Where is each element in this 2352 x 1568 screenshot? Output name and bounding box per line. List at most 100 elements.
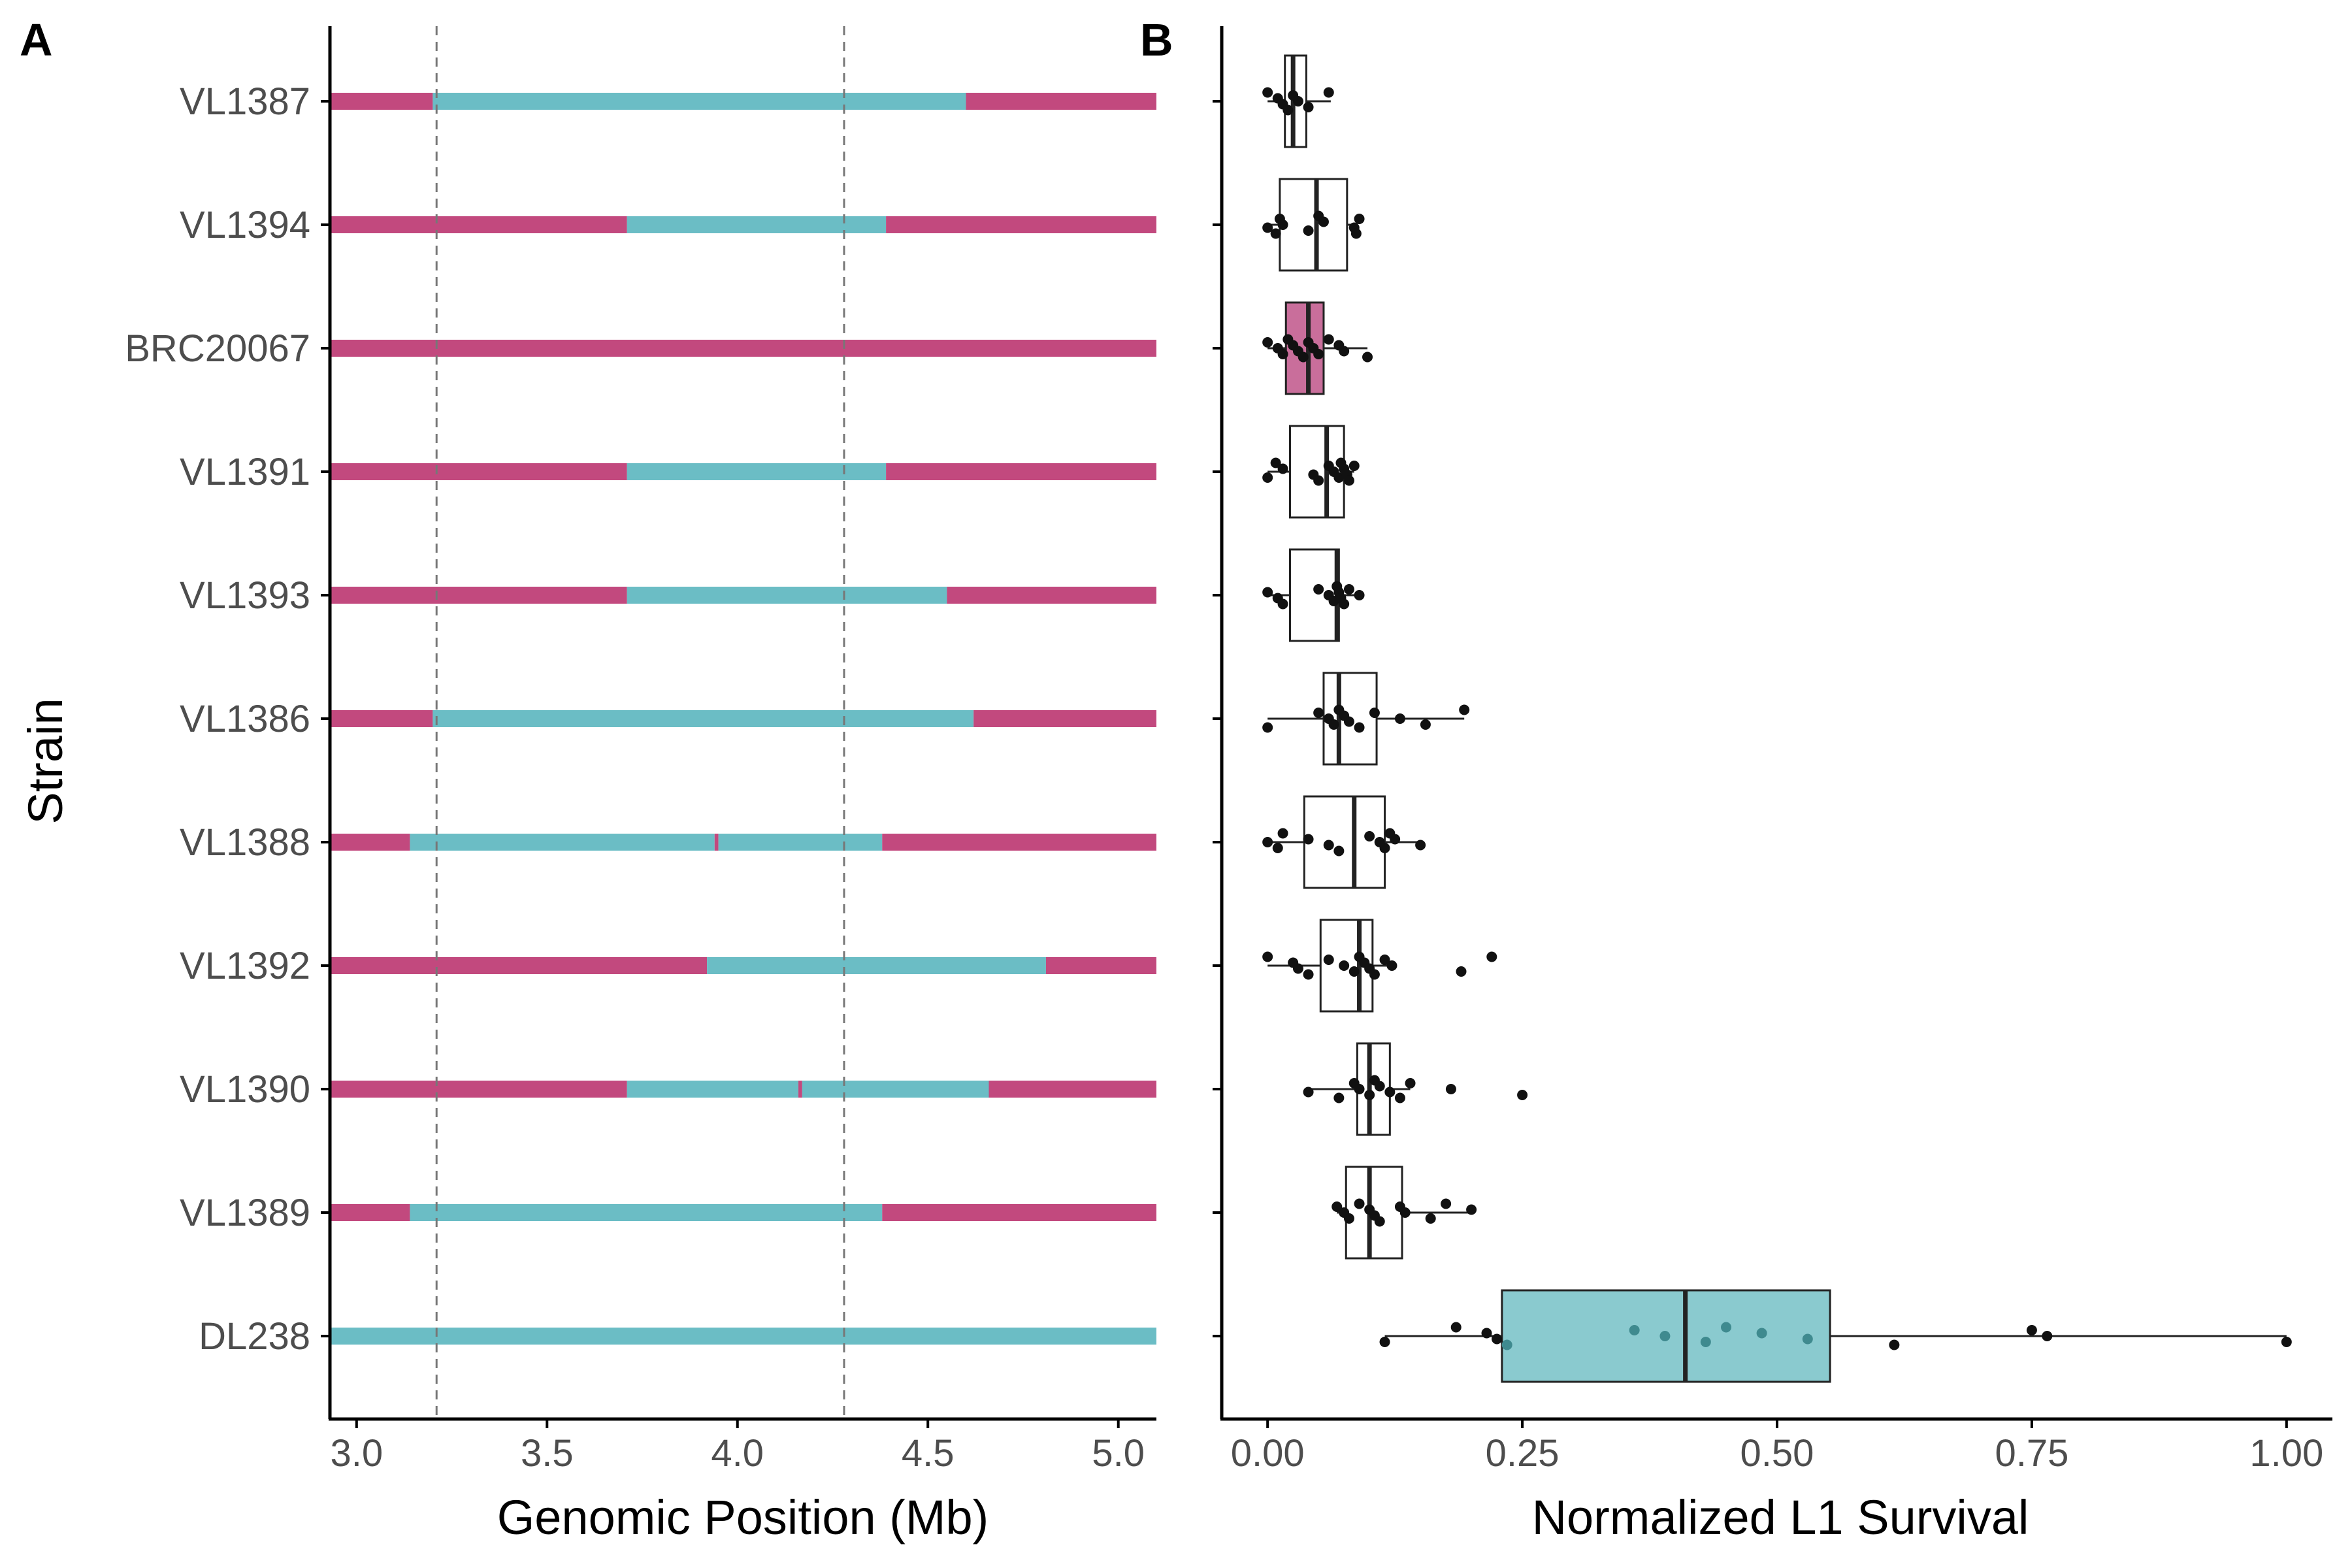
point-vl1391-1: [1270, 457, 1281, 468]
point-vl1392-3: [1303, 969, 1314, 980]
panel-a-genotype-chart: A 3.0 3.5 4.0 4.5 5.0 VL1387 VL1394 BRC20067 VL1…: [18, 14, 1156, 1544]
segment-brc20067-0: [330, 340, 1156, 357]
point-vl1390-8: [1394, 1092, 1405, 1103]
point-dl238-13: [2042, 1331, 2053, 1341]
boxplot-brc20067: [1262, 301, 1373, 395]
segment-dl238-0: [330, 1328, 1156, 1345]
point-vl1389-11: [1466, 1204, 1477, 1215]
panel-b-x-tick-label-4: 1.00: [2249, 1432, 2323, 1475]
point-vl1388-2: [1277, 828, 1288, 839]
point-vl1390-7: [1384, 1086, 1396, 1098]
point-vl1391-0: [1262, 472, 1273, 483]
point-brc20067-6: [1298, 351, 1309, 363]
point-vl1392-14: [1486, 951, 1497, 962]
point-vl1388-6: [1364, 831, 1375, 841]
point-dl238-7: [1700, 1337, 1711, 1347]
point-vl1391-4: [1313, 475, 1324, 486]
segment-vl1387-0: [330, 93, 433, 110]
strain-label-vl1388: VL1388: [180, 821, 310, 864]
point-dl238-0: [1379, 1337, 1390, 1347]
point-vl1394-4: [1303, 225, 1314, 236]
strain-label-vl1392: VL1392: [180, 945, 310, 987]
boxplot-vl1391: [1262, 425, 1360, 519]
segment-vl1390-0: [330, 1081, 627, 1098]
point-vl1388-1: [1272, 843, 1283, 853]
point-brc20067-10: [1323, 334, 1334, 345]
segment-vl1394-2: [886, 216, 1156, 233]
point-vl1392-6: [1348, 966, 1360, 977]
point-dl238-4: [1501, 1339, 1512, 1350]
point-vl1388-5: [1333, 845, 1345, 857]
point-vl1386-11: [1459, 704, 1470, 715]
boxplot-dl238: [1379, 1289, 2292, 1383]
point-dl238-3: [1492, 1333, 1503, 1345]
point-vl1390-3: [1354, 1084, 1365, 1094]
panel-a-axes: 3.0 3.5 4.0 4.5 5.0 VL1387 VL1394 BRC20067 VL139…: [125, 26, 1156, 1475]
box-vl1388: [1303, 795, 1386, 889]
segment-vl1391-1: [627, 463, 887, 480]
point-vl1386-1: [1313, 708, 1324, 718]
point-dl238-8: [1721, 1322, 1732, 1333]
point-vl1388-4: [1323, 840, 1334, 851]
boxplot-vl1390: [1303, 1042, 1528, 1136]
point-vl1386-9: [1394, 713, 1405, 724]
point-vl1394-1: [1270, 228, 1281, 239]
panel-b-boxplot-chart: B 0.00 0.25 0.50 0.75 1.00 Normalized L1 Sur…: [1140, 14, 2332, 1544]
segment-vl1393-2: [947, 587, 1156, 604]
point-vl1388-8: [1379, 843, 1390, 853]
point-vl1390-11: [1517, 1090, 1528, 1100]
point-vl1394-9: [1354, 214, 1365, 224]
point-vl1390-9: [1405, 1078, 1416, 1088]
strain-label-vl1393: VL1393: [180, 574, 310, 617]
segment-vl1388-2: [714, 834, 719, 851]
segment-vl1390-2: [798, 1081, 802, 1098]
strain-label-vl1394: VL1394: [180, 204, 310, 246]
segment-vl1387-2: [966, 93, 1156, 110]
point-vl1390-4: [1364, 1090, 1375, 1100]
point-vl1386-6: [1343, 716, 1354, 727]
point-vl1386-3: [1328, 719, 1339, 730]
point-brc20067-12: [1339, 346, 1350, 357]
segment-vl1386-1: [433, 710, 974, 727]
point-dl238-5: [1629, 1325, 1640, 1335]
segment-vl1394-1: [627, 216, 887, 233]
segment-vl1386-0: [330, 710, 433, 727]
box-vl1394: [1279, 178, 1348, 272]
point-vl1388-0: [1262, 837, 1273, 847]
panel-a-y-axis-title: Strain: [18, 698, 73, 824]
segment-vl1386-2: [973, 710, 1156, 727]
point-vl1391-11: [1343, 475, 1354, 486]
point-vl1386-7: [1354, 722, 1365, 733]
segment-vl1389-2: [882, 1204, 1156, 1221]
point-vl1388-3: [1303, 834, 1314, 845]
boxplot-vl1392: [1262, 919, 1497, 1013]
point-brc20067-2: [1277, 349, 1288, 359]
point-vl1388-11: [1415, 840, 1426, 851]
segment-vl1388-1: [410, 834, 715, 851]
point-vl1389-9: [1425, 1213, 1436, 1224]
segment-vl1390-4: [988, 1081, 1156, 1098]
boxplot-vl1387: [1262, 54, 1334, 148]
point-vl1392-2: [1292, 963, 1303, 974]
boxplot-vl1393: [1262, 548, 1365, 642]
strain-label-vl1386: VL1386: [180, 698, 310, 740]
panel-a-x-axis-title: Genomic Position (Mb): [497, 1490, 989, 1544]
point-vl1392-0: [1262, 951, 1273, 962]
panel-a-x-tick-label-1: 3.5: [521, 1432, 574, 1475]
point-vl1394-8: [1350, 228, 1362, 239]
point-vl1393-10: [1343, 584, 1354, 595]
segment-vl1391-2: [886, 463, 1156, 480]
point-vl1387-7: [1323, 87, 1334, 98]
point-vl1392-11: [1379, 955, 1390, 965]
point-vl1390-10: [1445, 1084, 1456, 1094]
point-dl238-9: [1756, 1328, 1767, 1339]
point-vl1393-11: [1354, 590, 1365, 600]
segment-vl1390-1: [627, 1081, 799, 1098]
point-vl1387-3: [1282, 105, 1294, 116]
segment-vl1393-1: [627, 587, 947, 604]
point-vl1393-2: [1277, 598, 1288, 610]
boxplot-vl1389: [1331, 1166, 1477, 1260]
segment-vl1388-4: [882, 834, 1156, 851]
point-dl238-1: [1450, 1322, 1462, 1333]
boxplot-vl1386: [1262, 672, 1470, 766]
